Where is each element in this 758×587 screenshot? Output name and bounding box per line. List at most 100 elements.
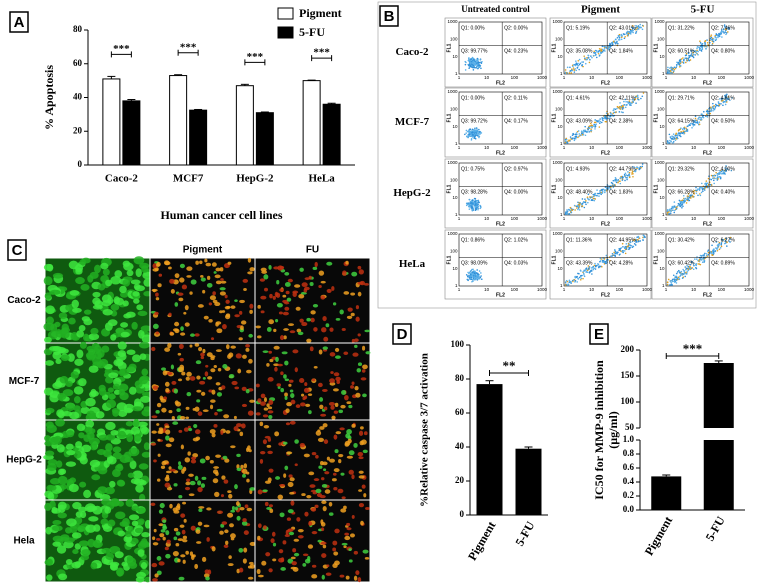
cell-stain [125,531,132,538]
cell-stain [180,513,185,517]
event-dot [574,136,576,138]
cell-stain [299,378,304,383]
legend-label: Pigment [299,6,342,20]
event-dot [468,206,470,208]
cell-stain [154,573,158,577]
cell-stain [348,405,352,408]
event-dot [673,212,675,214]
event-dot [477,64,479,66]
event-dot [688,60,690,62]
cell-stain [208,319,212,323]
event-dot [600,258,602,260]
cell-stain [322,316,326,321]
cell-stain [121,562,127,567]
event-dot [613,252,615,254]
event-dot [682,277,684,279]
cell-stain [55,329,61,334]
cell-stain [282,351,288,354]
significance-label: *** [247,51,264,63]
event-dot [703,111,705,113]
cell-stain [196,541,201,544]
event-dot [604,48,606,50]
event-dot [623,104,625,106]
cell-stain [359,503,364,507]
cell-stain [56,460,62,467]
cell-stain [268,477,272,482]
event-dot [669,134,671,136]
cell-stain [283,473,286,477]
cell-stain [212,546,216,551]
event-dot [570,72,572,74]
cell-stain [151,563,157,567]
cell-stain [195,429,200,434]
event-dot [676,273,678,275]
cell-stain [280,371,283,375]
cell-stain [44,435,51,441]
cell-stain [314,505,318,508]
cell-stain [348,308,353,312]
cell-stain [165,382,170,387]
event-dot [639,27,641,29]
event-dot [709,42,711,44]
cell-stain [246,472,249,475]
cell-stain [178,430,182,433]
cell-stain [264,425,269,429]
event-dot [598,53,600,55]
cell-stain [357,368,361,372]
event-dot [676,282,678,284]
event-dot [715,33,717,35]
event-dot [624,180,626,182]
cell-stain [261,394,266,398]
cell-stain [108,372,118,378]
cell-stain [211,390,215,395]
event-dot [680,136,682,138]
event-dot [604,258,606,260]
quadrant-label: Q3: 60.42% [668,261,695,267]
cell-stain [194,333,199,336]
event-dot [681,207,683,209]
cell-stain [272,532,276,537]
event-dot [606,255,608,257]
cell-stain [324,471,329,474]
event-dot [713,180,715,182]
cell-stain [300,443,305,447]
event-dot [641,95,643,97]
cell-stain [108,319,118,326]
cell-stain [334,468,340,472]
cell-stain [183,536,187,540]
column-header: 5-FU [691,4,715,16]
cell-stain [318,438,324,442]
event-dot [594,52,596,54]
flow-x-tick: 1000 [744,145,755,150]
cell-stain [157,479,160,482]
event-dot [670,141,672,143]
cell-stain [189,344,192,347]
flow-x-label: FL2 [496,221,505,227]
cell-stain [346,523,350,526]
event-dot [691,55,693,57]
event-dot [694,54,696,56]
cell-stain [327,289,332,293]
cell-stain [362,484,366,488]
micrograph [255,420,370,500]
cell-stain [72,308,82,313]
event-dot [628,245,630,247]
event-dot [696,52,698,54]
cell-stain [237,369,241,374]
flow-x-label: FL2 [496,150,505,156]
event-dot [466,274,468,276]
event-dot [573,69,575,71]
event-dot [572,66,574,68]
event-dot [685,130,687,132]
cell-stain [90,460,100,468]
event-dot [614,179,616,181]
flow-x-label: FL2 [703,80,712,86]
cell-stain [323,423,328,427]
event-dot [621,35,623,37]
event-dot [598,120,600,122]
event-dot [727,31,729,33]
event-dot [678,277,680,279]
cell-stain [45,408,54,414]
event-dot [586,271,588,273]
event-dot [473,133,475,135]
